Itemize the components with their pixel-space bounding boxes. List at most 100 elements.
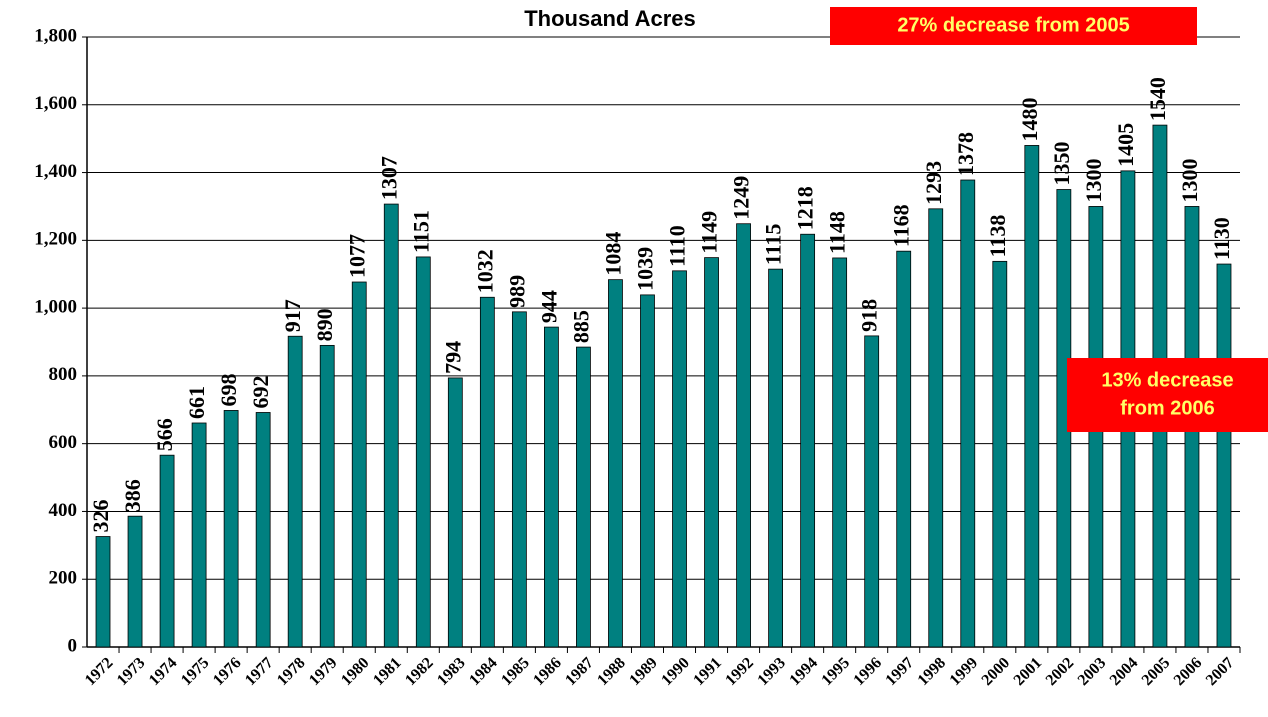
value-label: 1293 bbox=[921, 161, 946, 205]
bar bbox=[960, 179, 976, 648]
bar bbox=[768, 268, 783, 648]
x-tick-label: 2000 bbox=[979, 654, 1014, 689]
x-tick-label: 1983 bbox=[434, 654, 469, 689]
x-tick-label: 2006 bbox=[1171, 654, 1206, 689]
annotation-box bbox=[830, 7, 1197, 45]
bar bbox=[287, 335, 303, 648]
x-tick-label: 1980 bbox=[338, 654, 373, 689]
value-label: 918 bbox=[857, 299, 882, 332]
y-tick-label: 1,800 bbox=[34, 25, 77, 46]
value-label: 661 bbox=[184, 386, 209, 419]
value-label: 1378 bbox=[953, 132, 978, 176]
value-label: 1249 bbox=[729, 176, 754, 220]
x-tick-label: 1973 bbox=[114, 654, 149, 689]
x-tick-label: 1977 bbox=[242, 654, 277, 689]
x-tick-label: 2003 bbox=[1075, 654, 1110, 689]
x-tick-label: 1972 bbox=[82, 654, 117, 689]
bar bbox=[1024, 145, 1040, 648]
value-label: 989 bbox=[504, 275, 529, 308]
annotation: 13% decrease bbox=[1101, 369, 1233, 391]
y-tick-label: 1,200 bbox=[34, 229, 77, 250]
annotation: 27% decrease from 2005 bbox=[897, 14, 1129, 36]
y-tick-label: 200 bbox=[49, 568, 78, 589]
x-tick-label: 1986 bbox=[530, 654, 565, 689]
x-tick-label: 1999 bbox=[947, 654, 982, 689]
y-tick-label: 0 bbox=[68, 635, 78, 656]
x-tick-label: 1988 bbox=[594, 654, 629, 689]
bar bbox=[479, 296, 495, 648]
value-label: 1130 bbox=[1209, 217, 1234, 260]
value-label: 890 bbox=[312, 308, 337, 341]
y-tick-label: 600 bbox=[49, 432, 78, 453]
bar bbox=[896, 250, 912, 648]
value-label: 1039 bbox=[633, 247, 658, 291]
y-tick-label: 1,600 bbox=[34, 93, 77, 114]
x-tick-label: 1989 bbox=[626, 654, 661, 689]
bar bbox=[319, 344, 335, 648]
bar bbox=[191, 422, 207, 648]
value-label: 917 bbox=[280, 299, 305, 332]
x-tick-label: 1997 bbox=[882, 654, 917, 689]
bar bbox=[800, 233, 816, 648]
value-label: 1084 bbox=[601, 232, 626, 276]
annotation-box bbox=[1067, 358, 1268, 432]
x-tick-label: 2002 bbox=[1043, 654, 1078, 689]
bar bbox=[159, 454, 175, 648]
y-tick-label: 1,000 bbox=[34, 296, 77, 317]
bar bbox=[415, 256, 431, 648]
value-label: 944 bbox=[536, 290, 561, 323]
value-label: 566 bbox=[152, 418, 177, 451]
value-label: 1350 bbox=[1049, 142, 1074, 186]
value-label: 1218 bbox=[793, 186, 818, 230]
bar bbox=[928, 208, 944, 648]
bar bbox=[992, 260, 1008, 648]
bar bbox=[544, 326, 559, 648]
value-label: 885 bbox=[568, 310, 593, 343]
x-tick-label: 2007 bbox=[1203, 654, 1238, 689]
value-label: 1032 bbox=[472, 249, 497, 293]
x-tick-label: 1992 bbox=[722, 654, 757, 689]
x-tick-label: 2005 bbox=[1139, 654, 1174, 689]
bar bbox=[223, 410, 239, 648]
x-tick-label: 1981 bbox=[370, 654, 405, 689]
value-label: 1405 bbox=[1113, 123, 1138, 167]
x-tick-label: 1976 bbox=[210, 654, 245, 689]
x-tick-label: 1987 bbox=[562, 654, 597, 689]
bar bbox=[511, 311, 527, 648]
bar bbox=[576, 346, 591, 648]
bar bbox=[832, 257, 848, 648]
x-tick-label: 2001 bbox=[1011, 654, 1046, 689]
value-label: 1300 bbox=[1177, 158, 1202, 202]
x-tick-label: 1996 bbox=[850, 654, 885, 689]
x-tick-label: 1975 bbox=[178, 654, 213, 689]
y-tick-label: 400 bbox=[49, 500, 78, 521]
x-tick-label: 1998 bbox=[915, 654, 950, 689]
x-tick-label: 1991 bbox=[690, 654, 725, 689]
x-tick-label: 1978 bbox=[274, 654, 309, 689]
bar bbox=[1216, 263, 1232, 648]
value-label: 1115 bbox=[761, 224, 786, 266]
value-label: 692 bbox=[248, 375, 273, 408]
x-tick-label: 1994 bbox=[786, 654, 821, 689]
value-label: 1307 bbox=[376, 156, 401, 200]
value-label: 1480 bbox=[1017, 97, 1042, 141]
value-label: 1151 bbox=[408, 210, 433, 253]
bar bbox=[864, 335, 880, 648]
value-label: 794 bbox=[440, 341, 465, 374]
bar bbox=[351, 281, 367, 648]
value-label: 1149 bbox=[697, 211, 722, 254]
bar bbox=[704, 257, 719, 648]
bar bbox=[447, 377, 463, 648]
y-tick-label: 1,400 bbox=[34, 161, 77, 182]
x-tick-label: 1990 bbox=[658, 654, 693, 689]
bar bbox=[672, 270, 687, 648]
y-tick-label: 800 bbox=[49, 364, 78, 385]
x-tick-label: 1974 bbox=[146, 654, 181, 689]
bar bbox=[255, 412, 271, 648]
chart-title: Thousand Acres bbox=[524, 6, 696, 31]
value-label: 1540 bbox=[1145, 77, 1170, 121]
x-tick-label: 1985 bbox=[498, 654, 533, 689]
bar bbox=[608, 279, 623, 648]
x-tick-label: 1995 bbox=[818, 654, 853, 689]
